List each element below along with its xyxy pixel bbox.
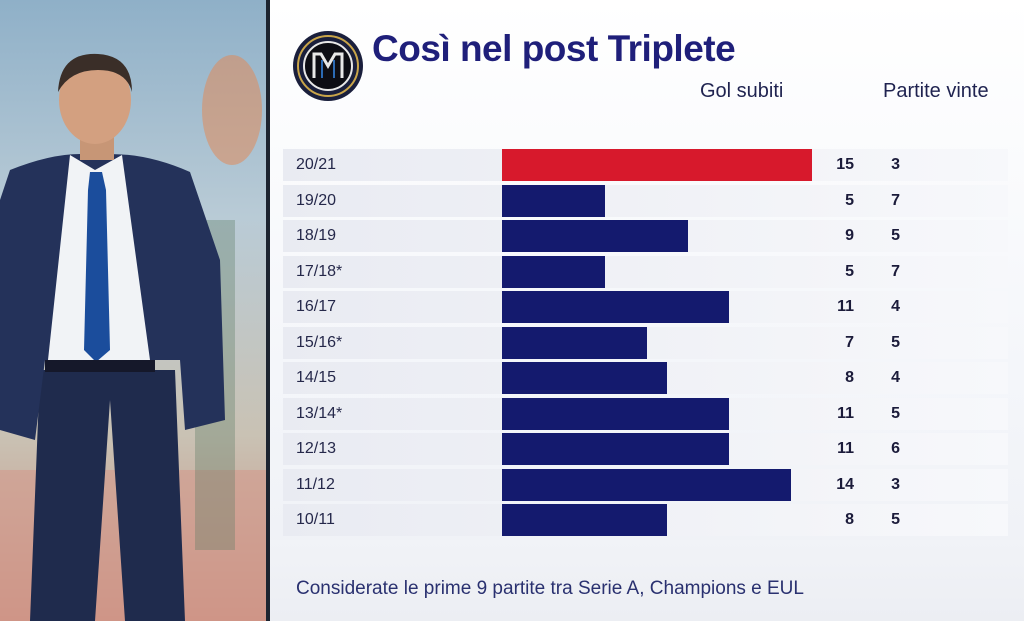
row-label: 10/11 Benitez — [296, 511, 349, 560]
row-label: 12/13 Stramaccioni — [296, 440, 388, 489]
value-partite-vinte: 4 — [891, 298, 900, 315]
row-label: 15/16* Mancini — [296, 334, 351, 383]
inter-logo-icon — [292, 30, 364, 102]
value-gol-subiti: 11 — [837, 405, 854, 422]
row-label: 17/18* Spalletti — [296, 263, 353, 312]
table-row — [283, 256, 1008, 288]
bar-gol-subiti — [502, 291, 729, 323]
value-gol-subiti: 8 — [845, 511, 854, 528]
photo-divider — [266, 0, 270, 621]
bar-gol-subiti — [502, 398, 729, 430]
value-partite-vinte: 5 — [891, 405, 900, 422]
bar-gol-subiti — [502, 504, 667, 536]
value-gol-subiti: 7 — [845, 334, 854, 351]
bar-gol-subiti — [502, 362, 667, 394]
value-partite-vinte: 6 — [891, 440, 900, 457]
value-partite-vinte: 3 — [891, 476, 900, 493]
value-gol-subiti: 8 — [845, 369, 854, 386]
bar-gol-subiti — [502, 149, 812, 181]
value-gol-subiti: 15 — [836, 156, 854, 173]
coach-photo — [0, 0, 268, 621]
value-gol-subiti: 5 — [845, 263, 854, 280]
row-label: 16/17 De Boer — [296, 298, 337, 379]
bar-gol-subiti — [502, 220, 688, 252]
bar-gol-subiti — [502, 433, 729, 465]
value-partite-vinte: 4 — [891, 369, 900, 386]
value-partite-vinte: 5 — [891, 334, 900, 351]
column-header-partite-vinte: Partite vinte — [883, 80, 989, 102]
bar-gol-subiti — [502, 256, 605, 288]
value-partite-vinte: 5 — [891, 511, 900, 528]
value-gol-subiti: 5 — [845, 192, 854, 209]
row-label: 13/14* Mazzarri — [296, 405, 357, 454]
column-header-gol-subiti: Gol subiti — [700, 80, 784, 102]
coach-figure-icon — [0, 53, 268, 621]
table-row — [283, 185, 1008, 217]
row-label: 11/12 Gasp/Ranieri — [296, 476, 389, 525]
footnote: Considerate le prime 9 partite tra Serie… — [296, 578, 804, 599]
value-gol-subiti: 11 — [837, 440, 854, 457]
value-gol-subiti: 9 — [845, 227, 854, 244]
value-gol-subiti: 11 — [837, 298, 854, 315]
row-label: 20/21 Conte — [296, 156, 339, 205]
row-label: 14/15 Mazzarri — [296, 369, 357, 418]
value-partite-vinte: 7 — [891, 263, 900, 280]
row-label: 19/20 Conte — [296, 192, 339, 241]
row-label: 18/19 Spalletti — [296, 227, 353, 276]
page-title: Così nel post Triplete — [372, 28, 736, 69]
value-partite-vinte: 3 — [891, 156, 900, 173]
footer-band — [270, 540, 1024, 621]
value-partite-vinte: 7 — [891, 192, 900, 209]
bar-gol-subiti — [502, 327, 647, 359]
value-partite-vinte: 5 — [891, 227, 900, 244]
value-gol-subiti: 14 — [836, 476, 854, 493]
bar-gol-subiti — [502, 469, 791, 501]
bar-gol-subiti — [502, 185, 605, 217]
